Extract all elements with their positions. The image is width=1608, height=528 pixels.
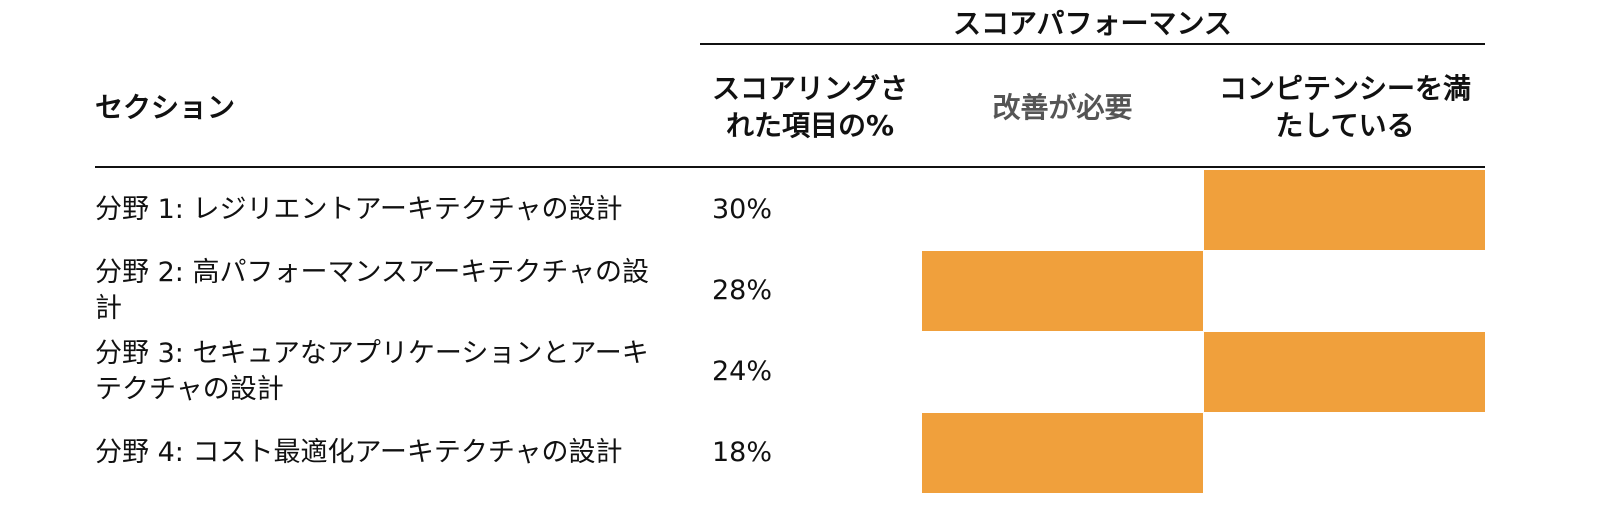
column-header: セクション bbox=[95, 90, 236, 124]
score-cell: 18% bbox=[712, 437, 773, 468]
column-header: スコアリングされた項目の% bbox=[711, 72, 908, 142]
score-cell: 24% bbox=[712, 356, 773, 387]
section-cell: 分野 3: セキュアなアプリケーションとアーキテクチャの設計 bbox=[95, 338, 649, 405]
rule bbox=[700, 43, 1485, 45]
column-header: コンピテンシーを満たしている bbox=[1218, 72, 1471, 142]
column-header: 改善が必要 bbox=[992, 90, 1133, 124]
highlight-cell bbox=[1204, 170, 1485, 250]
highlight-cell bbox=[922, 251, 1203, 331]
section-cell: 分野 1: レジリエントアーキテクチャの設計 bbox=[95, 194, 623, 225]
highlight-cell bbox=[922, 413, 1203, 493]
rule bbox=[95, 166, 1485, 168]
section-cell: 分野 2: 高パフォーマンスアーキテクチャの設計 bbox=[95, 257, 650, 324]
score-cell: 28% bbox=[712, 275, 773, 306]
section-cell: 分野 4: コスト最適化アーキテクチャの設計 bbox=[95, 437, 623, 468]
highlight-cell bbox=[1204, 332, 1485, 412]
score-cell: 30% bbox=[712, 194, 773, 225]
group-header: スコアパフォーマンス bbox=[953, 6, 1232, 40]
